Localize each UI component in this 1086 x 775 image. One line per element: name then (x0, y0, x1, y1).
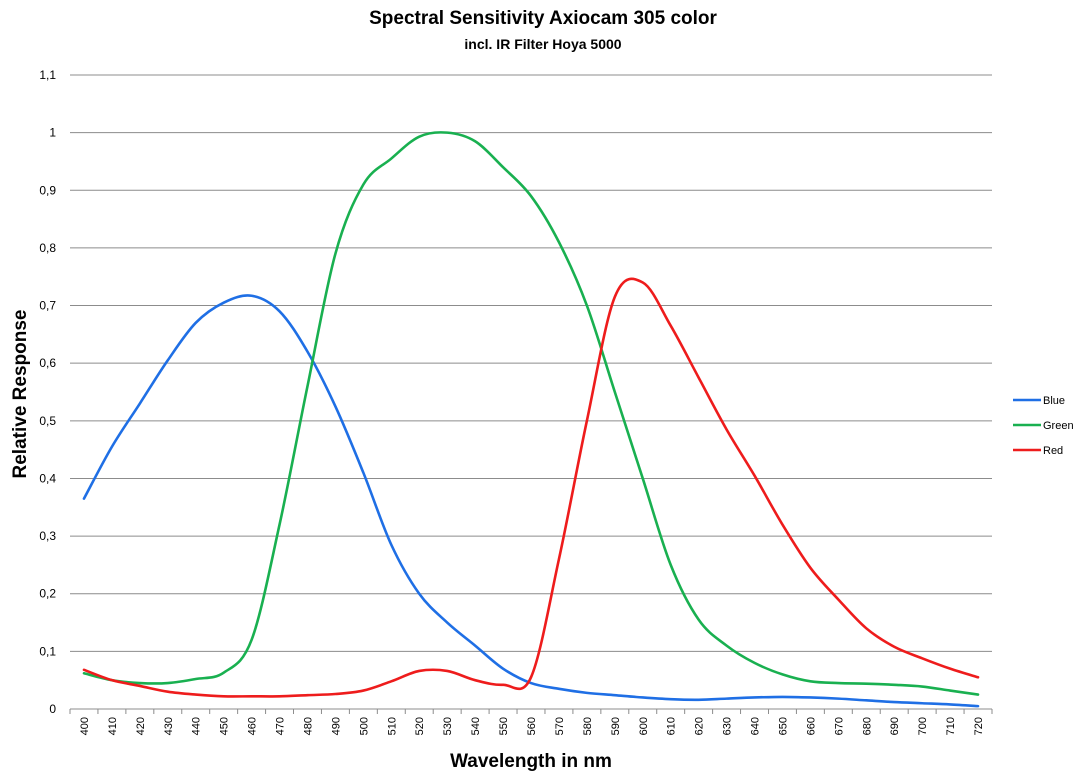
x-tick-label: 520 (414, 717, 426, 735)
x-tick-label: 410 (107, 717, 119, 735)
legend-label-green: Green (1043, 420, 1074, 432)
chart-title: Spectral Sensitivity Axiocam 305 color (369, 8, 717, 29)
y-tick-label: 0,4 (39, 471, 56, 485)
x-tick-label: 700 (917, 717, 929, 735)
y-tick-label: 0 (49, 702, 56, 716)
x-tick-label: 660 (805, 717, 817, 735)
x-tick-label: 630 (722, 717, 734, 735)
x-tick-label: 430 (163, 717, 175, 735)
x-tick-label: 620 (694, 717, 706, 735)
y-tick-label: 0,5 (39, 414, 56, 428)
x-tick-label: 400 (79, 717, 91, 735)
x-axis-title: Wavelength in nm (450, 751, 612, 772)
y-tick-label: 0,3 (39, 529, 56, 543)
legend-label-red: Red (1043, 445, 1063, 457)
x-tick-label: 540 (470, 717, 482, 735)
x-tick-label: 670 (833, 717, 845, 735)
y-tick-label: 0,2 (39, 587, 56, 601)
x-tick-label: 420 (135, 717, 147, 735)
x-tick-label: 610 (666, 717, 678, 735)
x-tick-label: 640 (750, 717, 762, 735)
y-axis-title: Relative Response (10, 310, 31, 479)
x-tick-label: 570 (554, 717, 566, 735)
x-tick-label: 450 (219, 717, 231, 735)
x-tick-label: 600 (638, 717, 650, 735)
series-line-red (82, 277, 980, 698)
x-tick-label: 480 (302, 717, 314, 735)
x-tick-label: 460 (247, 717, 259, 735)
x-tick-label: 440 (191, 717, 203, 735)
legend: Blue Green Red (1013, 395, 1074, 457)
y-tick-label: 0,7 (39, 299, 56, 313)
x-tick-label: 680 (861, 717, 873, 735)
y-tick-label: 1,1 (39, 68, 56, 82)
x-tick-label: 530 (442, 717, 454, 735)
x-tick-label: 490 (330, 717, 342, 735)
gridlines (70, 74, 992, 652)
x-tick-label: 470 (275, 717, 287, 735)
x-tick-label: 590 (610, 717, 622, 735)
series-line-green (82, 131, 980, 696)
y-tick-label: 0,8 (39, 241, 56, 255)
x-tick-label: 510 (386, 717, 398, 735)
x-tick-label: 690 (889, 717, 901, 735)
legend-label-blue: Blue (1043, 395, 1065, 407)
y-tick-label: 0,6 (39, 356, 56, 370)
axes: 0 0,1 0,2 0,3 0,4 0,5 0,6 0,7 0,8 0,9 1 1,1 400 410 42… (39, 68, 993, 735)
x-tick-label: 720 (973, 717, 985, 735)
x-tick-label: 550 (498, 717, 510, 735)
y-tick-label: 1 (49, 126, 56, 140)
series-line-blue (82, 294, 980, 708)
y-tick-label: 0,9 (39, 183, 56, 197)
x-tick-label: 650 (777, 717, 789, 735)
x-tick-label: 500 (358, 717, 370, 735)
x-tick-label: 580 (582, 717, 594, 735)
y-tick-label: 0,1 (39, 644, 56, 658)
chart-subtitle: incl. IR Filter Hoya 5000 (464, 36, 622, 52)
series-lines (82, 131, 980, 708)
x-tick-label: 560 (526, 717, 538, 735)
x-tick-label: 710 (945, 717, 957, 735)
